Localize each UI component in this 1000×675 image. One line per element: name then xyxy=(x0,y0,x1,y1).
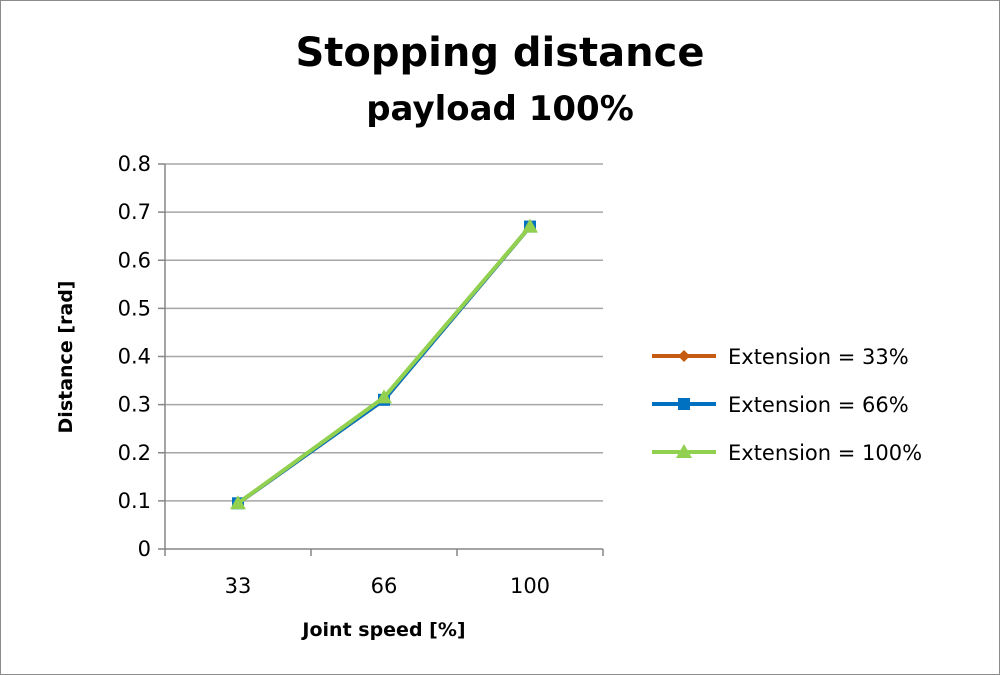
series-3 xyxy=(230,218,538,510)
legend-item: Extension = 33% xyxy=(652,345,909,369)
series-2 xyxy=(232,220,536,510)
y-tick-label: 0.2 xyxy=(118,441,151,465)
x-tick-label: 100 xyxy=(510,574,550,598)
chart-subtitle: payload 100% xyxy=(366,89,634,129)
y-tick-label: 0.1 xyxy=(118,489,151,513)
y-tick-label: 0.7 xyxy=(118,200,151,224)
triangle-marker xyxy=(376,389,392,404)
x-tick-label: 66 xyxy=(371,574,398,598)
y-tick-label: 0.4 xyxy=(118,345,151,369)
x-axis-label: Joint speed [%] xyxy=(300,619,465,641)
series-line xyxy=(236,225,532,505)
series-line xyxy=(236,225,532,505)
y-tick-label: 0.8 xyxy=(118,152,151,176)
legend-label: Extension = 33% xyxy=(728,345,909,369)
y-tick-label: 0.6 xyxy=(118,248,151,272)
triangle-marker xyxy=(522,218,538,233)
series-1 xyxy=(232,220,536,510)
triangle-marker xyxy=(676,444,692,458)
diamond-marker xyxy=(678,350,690,362)
chart-title: Stopping distance xyxy=(295,30,704,76)
y-tick-label: 0.5 xyxy=(118,296,151,320)
triangle-marker xyxy=(230,495,246,510)
square-marker xyxy=(678,398,690,410)
legend-item: Extension = 66% xyxy=(652,393,909,417)
y-axis-label: Distance [rad] xyxy=(55,281,77,434)
y-tick-label: 0 xyxy=(138,537,151,561)
series-line xyxy=(236,225,532,505)
legend-label: Extension = 66% xyxy=(728,393,909,417)
legend-label: Extension = 100% xyxy=(728,441,922,465)
legend-item: Extension = 100% xyxy=(652,441,922,465)
x-tick-label: 33 xyxy=(225,574,252,598)
y-tick-label: 0.3 xyxy=(118,393,151,417)
